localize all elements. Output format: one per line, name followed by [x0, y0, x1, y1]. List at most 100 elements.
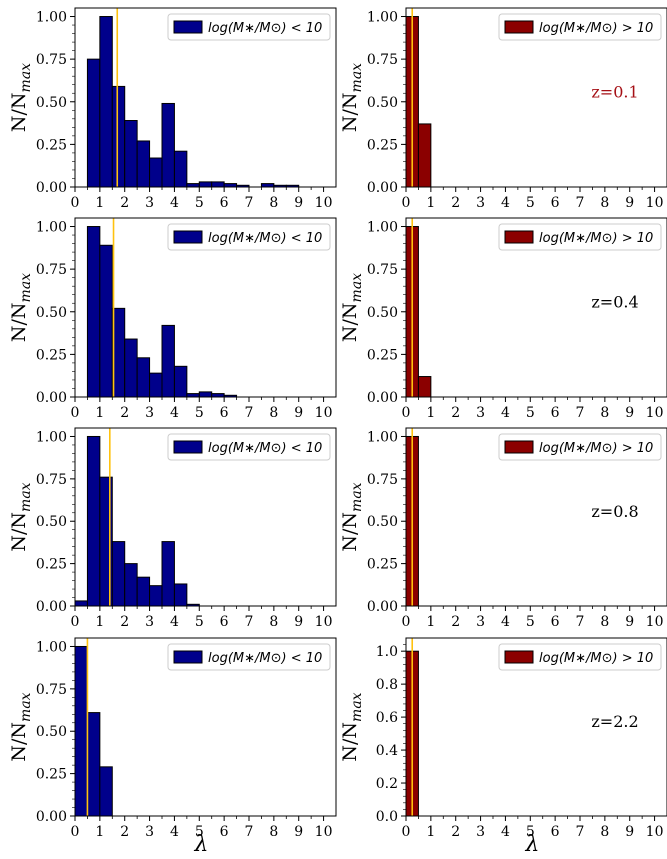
y-tick-label: 0.8 — [376, 677, 398, 693]
y-axis-label-subscript: max — [18, 63, 34, 93]
x-tick-label: 8 — [600, 824, 609, 840]
x-tick-label: 3 — [476, 824, 485, 840]
legend-swatch — [504, 20, 534, 34]
x-tick-label: 2 — [120, 614, 129, 630]
x-tick-label: 7 — [245, 195, 254, 211]
y-axis-label: N/Nmax — [339, 63, 365, 132]
histogram-bar — [86, 58, 101, 188]
x-tick-label: 2 — [120, 405, 129, 421]
histogram-bar — [161, 541, 175, 607]
histogram-bar — [99, 244, 113, 398]
y-axis-label-main: N/N — [8, 92, 30, 132]
panel-row3-right: 0 1 2 3 4 5 6 7 8 9 10 0.00 0.25 0.50 0.75 1.00 N/Nmax lo… — [339, 427, 667, 630]
histogram-bar — [111, 85, 126, 188]
x-tick-label: 8 — [600, 195, 609, 211]
plot-frame — [74, 7, 337, 188]
x-tick-label: 4 — [501, 824, 510, 840]
x-tick-label: 10 — [646, 824, 664, 840]
x-tick-label: 4 — [170, 195, 179, 211]
legend: log(M∗/M⊙) < 10 — [167, 433, 331, 461]
x-tick-label: 3 — [145, 195, 154, 211]
y-tick-label: 0.00 — [36, 809, 67, 825]
legend-swatch — [173, 230, 203, 244]
legend-swatch — [504, 440, 534, 454]
x-tick-label: 10 — [646, 405, 664, 421]
y-tick-label: 0.2 — [376, 776, 398, 792]
panel-row2-left: 0 1 2 3 4 5 6 7 8 9 10 0.00 0.25 0.50 0.75 1.00 N/Nmax lo… — [8, 217, 337, 421]
y-tick-label: 0.75 — [367, 52, 398, 68]
legend-box — [498, 433, 662, 461]
x-tick-label: 5 — [526, 614, 535, 630]
y-axis-label: N/Nmax — [339, 273, 365, 342]
x-tick-label: 10 — [646, 195, 664, 211]
histogram-bar — [124, 338, 138, 398]
panel-row1-right: 0 1 2 3 4 5 6 7 8 9 10 0.00 0.25 0.50 0.75 1.00 N/Nmax lo… — [339, 7, 667, 211]
panel-row4-right: 0 1 2 3 4 5 6 7 8 9 10 0.0 0.2 0.4 0.6 0.8 1.0 N/Nmax log(… — [339, 637, 667, 857]
x-tick-label: 9 — [625, 195, 634, 211]
y-tick-label: 0.25 — [36, 767, 67, 783]
x-tick-label: 9 — [625, 405, 634, 421]
y-axis-label-main: N/N — [339, 512, 361, 552]
x-tick-label: 0 — [402, 195, 411, 211]
x-tick-label: 9 — [294, 195, 303, 211]
plot-frame — [74, 637, 337, 817]
x-tick-label: 4 — [170, 614, 179, 630]
y-tick-label: 1.00 — [367, 10, 398, 26]
legend-label: log(M∗/M⊙) > 10 — [539, 441, 653, 456]
legend-box — [498, 223, 662, 251]
y-tick-label: 0.75 — [367, 262, 398, 278]
legend: log(M∗/M⊙) > 10 — [498, 13, 662, 41]
y-axis-label-subscript: max — [349, 273, 365, 303]
y-tick-label: 0.50 — [36, 305, 67, 321]
y-axis-label-subscript: max — [18, 482, 34, 512]
x-tick-label: 4 — [501, 405, 510, 421]
x-tick-label: 0 — [402, 614, 411, 630]
x-tick-label: 6 — [220, 195, 229, 211]
x-tick-label: 5 — [526, 405, 535, 421]
redshift-annotation: z=0.1 — [591, 83, 638, 102]
legend-label: log(M∗/M⊙) < 10 — [208, 231, 322, 246]
x-tick-label: 6 — [551, 195, 560, 211]
y-tick-label: 0.25 — [36, 557, 67, 573]
y-tick-label: 0.75 — [367, 472, 398, 488]
x-tick-label: 5 — [195, 405, 204, 421]
y-axis-label-subscript: max — [349, 692, 365, 722]
x-tick-label: 2 — [120, 824, 129, 840]
histogram-bar — [86, 712, 101, 817]
x-tick-label: 2 — [451, 614, 460, 630]
legend-box — [498, 643, 662, 671]
x-tick-label: 3 — [145, 824, 154, 840]
histogram-bar — [149, 585, 163, 607]
y-tick-label: 1.00 — [367, 429, 398, 445]
histogram-bar — [74, 645, 88, 817]
y-axis-label: N/Nmax — [339, 482, 365, 551]
legend-label: log(M∗/M⊙) > 10 — [539, 231, 653, 246]
x-tick-label: 0 — [71, 614, 80, 630]
legend: log(M∗/M⊙) > 10 — [498, 643, 662, 671]
x-tick-label: 7 — [576, 405, 585, 421]
x-tick-label: 1 — [95, 614, 104, 630]
redshift-annotation: z=0.8 — [591, 502, 638, 521]
histogram-bar — [417, 123, 432, 188]
y-tick-label: 0.50 — [367, 514, 398, 530]
x-tick-label: 9 — [294, 824, 303, 840]
x-axis-label: λ — [525, 832, 540, 857]
x-tick-label: 7 — [576, 195, 585, 211]
panel-row3-left: 0 1 2 3 4 5 6 7 8 9 10 0.00 0.25 0.50 0.75 1.00 N/Nmax lo… — [8, 427, 337, 630]
histogram-bar — [186, 393, 200, 398]
x-tick-label: 1 — [426, 614, 435, 630]
x-tick-label: 10 — [315, 614, 333, 630]
histogram-bar — [99, 766, 113, 817]
plot-frame — [405, 427, 667, 607]
plot-frame — [74, 427, 337, 607]
y-tick-label: 0.75 — [36, 682, 67, 698]
y-tick-label: 1.00 — [367, 220, 398, 236]
x-tick-label: 3 — [145, 405, 154, 421]
x-tick-label: 9 — [625, 824, 634, 840]
y-tick-label: 0.00 — [367, 180, 398, 196]
x-tick-label: 1 — [426, 195, 435, 211]
x-axis-label: λ — [194, 832, 209, 857]
y-tick-label: 0.50 — [36, 514, 67, 530]
y-tick-label: 0.25 — [367, 557, 398, 573]
y-axis-label-subscript: max — [349, 482, 365, 512]
